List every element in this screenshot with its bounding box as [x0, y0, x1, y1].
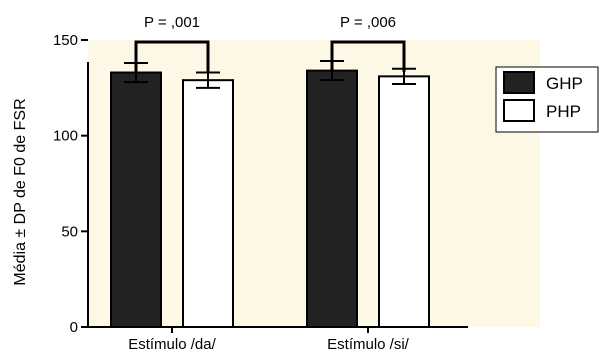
significance-brackets: P = ,001 P = ,006 [134, 14, 406, 72]
legend-swatch [503, 99, 535, 122]
x-tick-label: Estímulo /da/ [128, 336, 216, 353]
bar-ghp-2 [306, 69, 358, 328]
significance-bracket-2: P = ,006 [330, 14, 406, 72]
y-tick-label: 150 [53, 32, 78, 49]
y-axis-title: Média ± DP de F0 de FSR [12, 98, 29, 285]
bars-group [110, 69, 430, 329]
x-tick-label: Estímulo /si/ [327, 336, 410, 353]
y-tick-label: 50 [61, 223, 78, 240]
y-tick-label: 100 [53, 128, 78, 145]
legend-item-php: PHP [503, 99, 581, 122]
significance-bracket-1: P = ,001 [134, 14, 210, 72]
bar-php-2 [378, 75, 430, 328]
bar-php-1 [182, 79, 234, 329]
p-value-label: P = ,001 [144, 14, 200, 31]
legend-swatch [503, 71, 535, 94]
legend-label: PHP [546, 102, 581, 121]
error-bar-php-1 [196, 71, 220, 89]
axes-group: 0 50 100 150 Estímulo /da/Estímulo /si/ [53, 32, 468, 353]
p-value-label: P = ,006 [340, 14, 396, 31]
bar-ghp-1 [110, 71, 162, 328]
legend: GHP PHP [495, 66, 599, 133]
legend-label: GHP [546, 74, 583, 93]
legend-item-ghp: GHP [503, 71, 583, 94]
bracket-line [330, 40, 406, 72]
y-tick-label: 0 [70, 319, 78, 336]
bracket-line [134, 40, 210, 72]
